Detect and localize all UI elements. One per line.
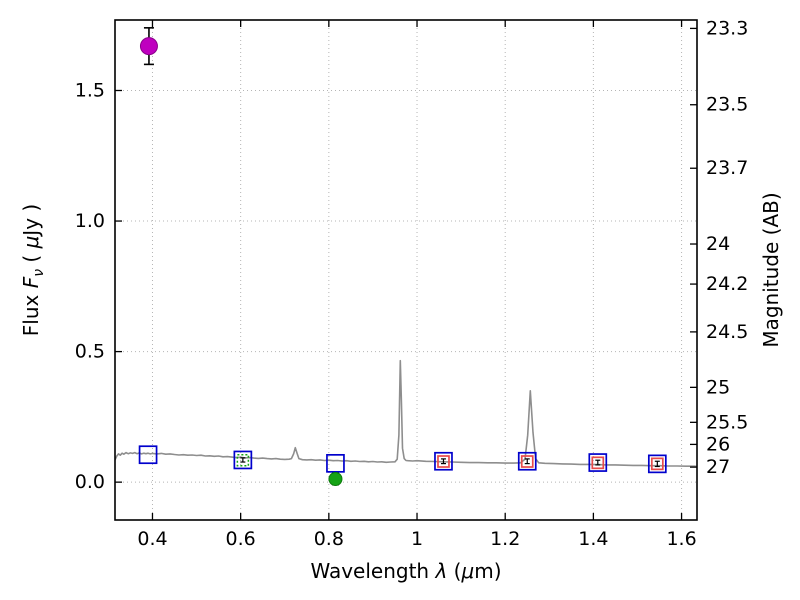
y-tick-label-left: 0.5 bbox=[75, 341, 105, 363]
axes-frame bbox=[114, 19, 698, 521]
y-tick-label-right: 23.3 bbox=[706, 17, 748, 39]
blue-square-marker bbox=[138, 445, 158, 465]
green-square-marker bbox=[236, 453, 250, 467]
tick-labels: 0.4 0.6 0.8 1 1.2 1.4 1.6 0.0 0.5 1.0 1.5 23.3 23.5 2… bbox=[75, 17, 749, 550]
y-tick-label-right: 23.5 bbox=[706, 94, 748, 116]
y-axis-label-left: Flux Fν ( μJy ) bbox=[19, 204, 47, 336]
blue-square-marker bbox=[233, 450, 253, 470]
x-tick-label: 1.2 bbox=[490, 528, 520, 550]
gridlines bbox=[115, 20, 697, 520]
y-tick-label-right: 24.5 bbox=[706, 321, 748, 343]
red-square-marker bbox=[520, 455, 534, 468]
red-square-marker bbox=[650, 457, 664, 471]
x-tick-label: 0.8 bbox=[314, 528, 344, 550]
y-tick-label-right: 25.5 bbox=[706, 411, 748, 433]
y-tick-label-left: 1.5 bbox=[75, 79, 105, 101]
red-square-marker bbox=[591, 456, 605, 470]
x-tick-label: 1.4 bbox=[578, 528, 608, 550]
model-spectrum-group bbox=[115, 359, 697, 468]
x-tick-label: 0.4 bbox=[137, 528, 167, 550]
y-tick-label-left: 0.0 bbox=[75, 471, 105, 493]
blue-square-marker bbox=[434, 451, 453, 471]
x-tick-label: 1.6 bbox=[666, 528, 696, 550]
y-tick-label-right: 26 bbox=[706, 433, 730, 455]
x-axis-label: Wavelength λ (μm) bbox=[310, 559, 501, 583]
green-circle-marker bbox=[328, 472, 343, 487]
blue-square-marker bbox=[588, 453, 608, 472]
blue-square-marker bbox=[326, 453, 345, 473]
x-tick-label: 0.6 bbox=[226, 528, 256, 550]
y-tick-label-right: 25 bbox=[706, 376, 730, 398]
y-tick-label-right: 27 bbox=[706, 456, 730, 478]
x-tick-label: 1 bbox=[411, 528, 423, 550]
red-square-marker bbox=[437, 455, 450, 468]
blue-square-marker bbox=[647, 454, 667, 474]
magenta-circle-marker bbox=[139, 37, 158, 56]
spectrum-line bbox=[115, 359, 697, 468]
y-tick-label-right: 24.2 bbox=[706, 273, 748, 295]
y-axis-label-right: Magnitude (AB) bbox=[759, 192, 783, 347]
photometry-markers bbox=[138, 27, 667, 487]
blue-square-marker bbox=[517, 451, 537, 471]
y-tick-label-right: 24 bbox=[706, 233, 730, 255]
y-tick-label-right: 23.7 bbox=[706, 157, 748, 179]
tick-marks bbox=[115, 20, 697, 520]
y-tick-label-left: 1.0 bbox=[75, 210, 105, 232]
